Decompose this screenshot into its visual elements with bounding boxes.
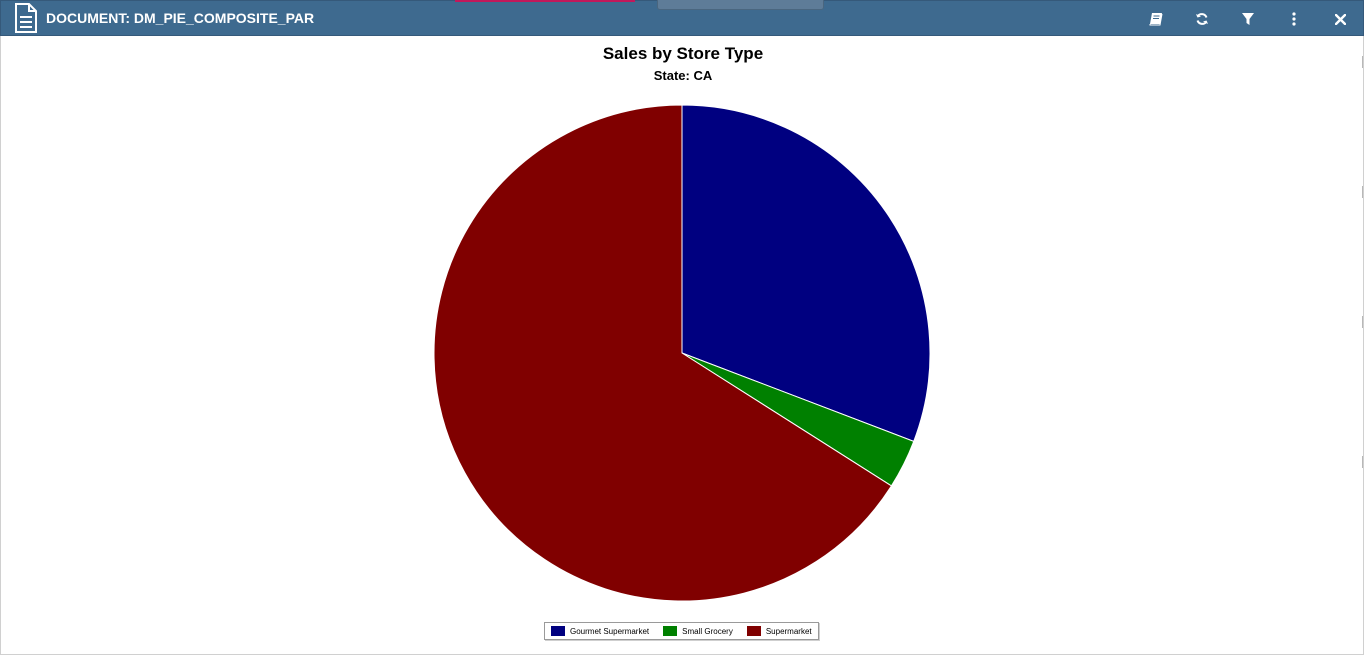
- pie-slice-supermarket[interactable]: [433, 104, 893, 602]
- close-icon: [1334, 13, 1346, 25]
- top-tab-handle[interactable]: [657, 0, 824, 10]
- scroll-marker: [1362, 316, 1363, 328]
- window-toolbar: [1133, 1, 1363, 37]
- refresh-icon: [1196, 13, 1208, 25]
- legend-label: Small Grocery: [682, 626, 733, 636]
- chart-legend: Gourmet Supermarket Small Grocery Supermar…: [544, 622, 819, 640]
- chart-subtitle: State: CA: [653, 68, 713, 83]
- pie-slice-gourmet-supermarket[interactable]: [681, 104, 931, 443]
- refresh-button[interactable]: [1179, 1, 1225, 37]
- legend-item[interactable]: Supermarket: [746, 626, 812, 636]
- book-icon: [1149, 13, 1163, 26]
- chart-title: Sales by Store Type: [602, 44, 764, 63]
- legend-swatch: [663, 626, 678, 636]
- scroll-marker: [1362, 186, 1363, 198]
- more-button[interactable]: [1271, 1, 1317, 37]
- legend-item[interactable]: Small Grocery: [663, 626, 733, 636]
- legend-swatch: [746, 626, 761, 636]
- scroll-marker: [1362, 456, 1363, 468]
- document-content: [0, 36, 1364, 655]
- scroll-marker: [1362, 56, 1363, 68]
- book-button[interactable]: [1133, 1, 1179, 37]
- legend-item[interactable]: Gourmet Supermarket: [551, 626, 649, 636]
- window-title: DOCUMENT: DM_PIE_COMPOSITE_PAR: [46, 10, 315, 26]
- filter-icon: [1242, 12, 1254, 25]
- legend-label: Gourmet Supermarket: [570, 626, 650, 636]
- legend-swatch: [551, 626, 565, 636]
- pie-chart: [433, 104, 931, 602]
- legend-label: Supermarket: [765, 626, 812, 636]
- document-icon: [14, 3, 40, 33]
- more-icon: [1292, 12, 1296, 26]
- top-accent-bar: [455, 0, 635, 2]
- close-button[interactable]: [1317, 1, 1363, 37]
- filter-button[interactable]: [1225, 1, 1271, 37]
